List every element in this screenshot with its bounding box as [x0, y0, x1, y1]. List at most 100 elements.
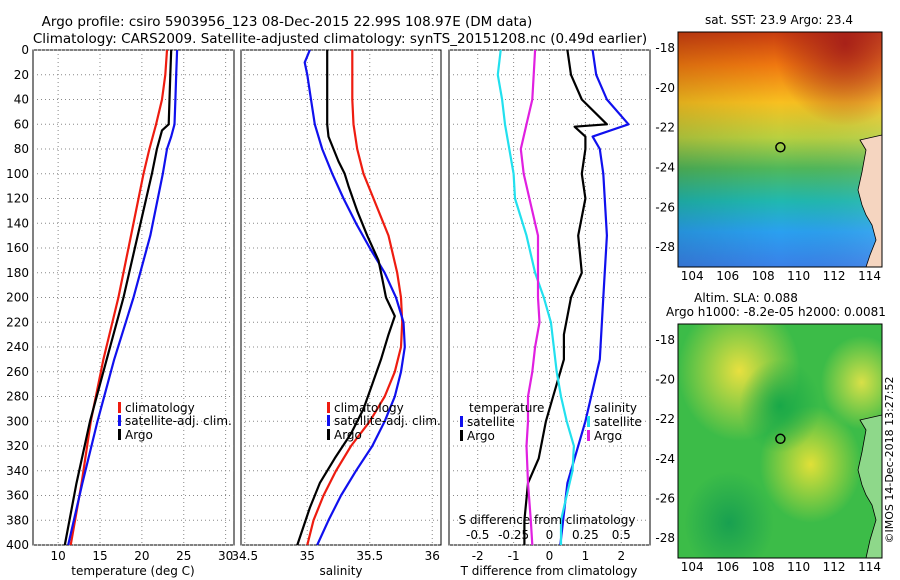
diff-xtick-label: 2	[617, 549, 625, 563]
sst_map-lon-tick-label: 110	[787, 269, 810, 283]
legend-label-argo: Argo	[125, 428, 153, 442]
legend-swatch-climatology	[327, 402, 330, 413]
sst_map-lat-tick-label: -20	[655, 81, 675, 95]
depth-tick-label: 200	[6, 291, 29, 305]
sla_map-lat-tick-label: -24	[655, 452, 675, 466]
legend-swatch-t-satellite	[460, 416, 463, 427]
depth-tick-label: 20	[14, 68, 29, 82]
legend-swatch-argo	[327, 429, 330, 440]
sla_map-lon-tick-label: 106	[716, 560, 739, 574]
legend-label-t-satellite: satellite	[467, 415, 515, 429]
sal-xtick-label: 35	[300, 549, 315, 563]
legend-label-satellite: satellite-adj. clim.	[125, 414, 232, 428]
legend-swatch-satellite	[327, 415, 330, 426]
diff-x2tick-label: 0.5	[612, 528, 631, 542]
sla-argo-position-marker	[775, 433, 786, 445]
sst-map-title: sat. SST: 23.9 Argo: 23.4	[705, 13, 853, 27]
depth-tick-label: 180	[6, 266, 29, 280]
diff-xlabel: T difference from climatology	[460, 564, 638, 578]
diff-series-t-satellite	[559, 49, 630, 546]
depth-tick-label: 240	[6, 340, 29, 354]
sla_map-lon-tick-label: 104	[681, 560, 704, 574]
sla_map-lat-tick-label: -26	[655, 492, 675, 506]
sst-map-ticks: 104 106 108 110 112 114 -18 -20 -22 -24 -26 -28	[655, 41, 881, 283]
depth-tick-label: 300	[6, 414, 29, 428]
sla-map-ticks: 104 106 108 110 112 114 -18 -20 -22 -24 -26 -28	[655, 333, 881, 574]
legend-label-argo: Argo	[334, 428, 362, 442]
diff-x2label: S difference from climatology	[459, 513, 636, 527]
diff-xtick-label: -2	[472, 549, 484, 563]
temp-xtick-label: 20	[134, 549, 149, 563]
sst_map-lat-tick-label: -18	[655, 41, 675, 55]
sst_map-lat-tick-label: -26	[655, 200, 675, 214]
sla_map-lon-tick-label: 108	[752, 560, 775, 574]
temp-xtick-label: 30	[218, 549, 233, 563]
sal-xtick-label: 36	[425, 549, 440, 563]
temp-series-climatology	[69, 49, 169, 546]
temp-series-argo	[63, 49, 173, 546]
line-layer	[63, 49, 630, 546]
sla-low-2	[678, 324, 882, 558]
sla_map-lon-tick-label: 114	[858, 560, 881, 574]
diff-xtick-label: 1	[582, 549, 590, 563]
sst_map-lat-tick-label: -24	[655, 160, 675, 174]
sst_map-lat-tick-label: -22	[655, 121, 675, 135]
depth-tick-label: 100	[6, 167, 29, 181]
figure-title-line2: Climatology: CARS2009. Satellite-adjuste…	[33, 31, 647, 47]
legend-label-satellite: satellite-adj. clim.	[334, 414, 441, 428]
diff-xtick-label: 0	[546, 549, 554, 563]
diff-salinity-legend: salinity satellite Argo	[587, 401, 642, 443]
depth-tick-label: 140	[6, 216, 29, 230]
temp-xtick-label: 15	[92, 549, 107, 563]
sst_map-lon-tick-label: 112	[823, 269, 846, 283]
depth-tick-label: 60	[14, 117, 29, 131]
depth-tick-label: 160	[6, 241, 29, 255]
sal-xtick-label: 35.5	[356, 549, 383, 563]
legend-label-s-argo: Argo	[594, 429, 622, 443]
sla-map-subtitle: Argo h1000: -8.2e-05 h2000: 0.0081	[666, 305, 886, 319]
legend-label-t-argo: Argo	[467, 429, 495, 443]
depth-tick-label: 360	[6, 489, 29, 503]
diff-series-s-argo	[519, 49, 541, 546]
depth-tick-label: 120	[6, 192, 29, 206]
temp-xtick-label: 10	[50, 549, 65, 563]
sla_map-lat-tick-label: -18	[655, 333, 675, 347]
sst-map-frame	[677, 31, 883, 268]
depth-tick-label: 220	[6, 315, 29, 329]
legend-title-temperature: temperature	[469, 401, 544, 415]
sst-map	[677, 31, 883, 268]
sst_map-lon-tick-label: 104	[681, 269, 704, 283]
legend-swatch-argo	[118, 429, 121, 440]
legend-swatch-s-satellite	[587, 416, 590, 427]
legend-label-s-satellite: satellite	[594, 415, 642, 429]
diff-x2tick-label: 0.25	[572, 528, 599, 542]
depth-tick-label: 0	[21, 43, 29, 57]
salinity-xlabel: salinity	[319, 564, 362, 578]
diff-x2tick-label: 0	[546, 528, 554, 542]
depth-tick-label: 80	[14, 142, 29, 156]
depth-tick-label: 280	[6, 390, 29, 404]
sla_map-lon-tick-label: 110	[787, 560, 810, 574]
depth-tick-label: 260	[6, 365, 29, 379]
temperature-legend: climatology satellite-adj. clim. Argo	[118, 401, 232, 442]
legend-swatch-climatology	[118, 402, 121, 413]
temp-series-satellite-adj-clim-	[67, 49, 179, 546]
diff-x2tick-label: -0.25	[498, 528, 529, 542]
depth-tick-label: 380	[6, 513, 29, 527]
sal-series-argo	[296, 50, 396, 546]
grid-layer	[33, 49, 650, 546]
legend-swatch-t-argo	[460, 430, 463, 441]
sst_map-lon-tick-label: 106	[716, 269, 739, 283]
depth-tick-label: 400	[6, 538, 29, 552]
sst-warm-core	[678, 32, 882, 267]
sal-series-satellite-adj-clim-	[303, 49, 406, 546]
depth-tick-label: 40	[14, 93, 29, 107]
diff-series-t-argo	[523, 49, 609, 545]
sal-xtick-label: 34.5	[231, 549, 258, 563]
sst_map-lat-tick-label: -28	[655, 240, 675, 254]
sla-map-title: Altim. SLA: 0.088	[694, 291, 798, 305]
legend-label-climatology: climatology	[125, 401, 195, 415]
